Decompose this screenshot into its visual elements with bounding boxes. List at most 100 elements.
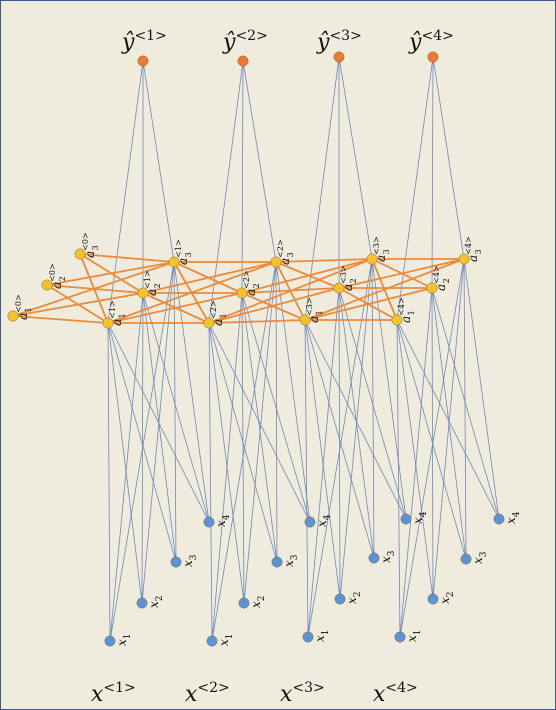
input-node xyxy=(304,516,316,528)
hidden-node-label: a<1>2 xyxy=(143,270,162,296)
input-node-label: x4 xyxy=(214,514,232,527)
input-edge xyxy=(208,322,213,642)
output-edge xyxy=(432,56,465,260)
input-edge xyxy=(141,261,175,604)
input-edge xyxy=(339,258,373,600)
output-edge xyxy=(338,56,373,260)
initial-state-label: a<0>3 xyxy=(81,232,100,258)
recurrent-edges xyxy=(12,253,465,324)
recurrent-edge xyxy=(208,287,340,324)
input-node xyxy=(302,631,314,643)
recurrent-edge xyxy=(79,253,175,263)
output-label: ŷ<1> xyxy=(121,28,167,55)
input-edge xyxy=(241,292,278,563)
recurrent-edge xyxy=(241,258,373,294)
input-edge xyxy=(141,292,144,604)
input-node xyxy=(493,513,505,525)
input-node xyxy=(203,516,215,528)
output-edge xyxy=(242,60,277,263)
time-step-label: x<4> xyxy=(373,680,418,707)
hidden-node xyxy=(299,314,311,326)
hidden-node-label: a<3>2 xyxy=(339,265,358,291)
hidden-node-label: a<1>3 xyxy=(174,239,193,265)
initial-state-label: a<0>1 xyxy=(14,294,33,320)
input-edge xyxy=(396,319,500,520)
input-edge xyxy=(107,322,143,604)
input-edge xyxy=(304,319,375,559)
input-to-hidden-edges xyxy=(107,258,500,642)
input-edge xyxy=(431,287,500,520)
hidden-node-label: a<2>3 xyxy=(276,239,295,265)
input-edge xyxy=(463,258,500,520)
hidden-node xyxy=(458,253,470,265)
time-step-label: x<3> xyxy=(280,680,325,707)
input-node xyxy=(460,553,472,565)
input-edge xyxy=(173,261,210,523)
input-edge xyxy=(396,319,467,560)
output-edge xyxy=(107,60,144,324)
input-node-label: x3 xyxy=(471,551,489,564)
input-edge xyxy=(304,319,309,638)
input-node xyxy=(104,635,116,647)
output-edge xyxy=(208,60,244,324)
recurrent-edge xyxy=(275,261,306,321)
recurrent-edge xyxy=(371,258,398,321)
input-edge xyxy=(142,292,177,563)
output-edge xyxy=(241,60,244,294)
input-edge xyxy=(307,287,340,638)
input-node-label: x2 xyxy=(147,595,165,608)
hidden-node-label: a<4>1 xyxy=(397,297,416,323)
hidden-node xyxy=(168,256,180,268)
hidden-node xyxy=(391,314,403,326)
output-label: ŷ<2> xyxy=(222,28,268,55)
output-edge xyxy=(431,56,434,289)
input-node xyxy=(206,635,218,647)
input-edge xyxy=(399,258,465,638)
initial-state-label: a<0>2 xyxy=(48,263,67,289)
nodes xyxy=(7,51,505,647)
hidden-node xyxy=(333,282,345,294)
input-edge xyxy=(241,292,311,523)
input-node xyxy=(400,513,412,525)
input-node-label: x1 xyxy=(313,629,331,642)
input-node-label: x2 xyxy=(438,591,456,604)
input-edge xyxy=(107,322,177,563)
input-node-label: x3 xyxy=(181,554,199,567)
input-edge xyxy=(109,292,144,642)
hidden-node-label: a<1>1 xyxy=(108,300,127,326)
input-node-label: x3 xyxy=(282,554,300,567)
recurrent-edge xyxy=(12,315,109,324)
hidden-node xyxy=(236,287,248,299)
input-edge xyxy=(275,261,311,523)
input-node-label: x1 xyxy=(405,629,423,642)
input-node xyxy=(238,597,250,609)
hidden-node-label: a<3>1 xyxy=(305,297,324,323)
recurrent-edge xyxy=(173,261,210,324)
initial-state-node xyxy=(74,248,86,260)
hidden-node-label: a<3>3 xyxy=(372,236,391,262)
initial-state-node xyxy=(7,310,19,322)
hidden-node xyxy=(366,253,378,265)
input-node-label: x4 xyxy=(411,511,429,524)
hidden-to-output-edges xyxy=(107,56,465,324)
input-edge xyxy=(338,287,341,600)
input-edge xyxy=(338,287,375,559)
hidden-node-label: a<2>2 xyxy=(242,270,261,296)
input-edge xyxy=(431,287,467,560)
hidden-node-label: a<4>2 xyxy=(432,265,451,291)
input-edge xyxy=(208,322,311,523)
input-edge xyxy=(211,261,277,642)
hidden-node xyxy=(426,282,438,294)
input-node-label: x2 xyxy=(345,591,363,604)
hidden-node xyxy=(102,317,114,329)
input-node-label: x4 xyxy=(504,511,522,524)
input-edge xyxy=(208,322,245,604)
output-node xyxy=(137,55,149,67)
hidden-node-label: a<4>3 xyxy=(464,236,483,262)
input-edge xyxy=(173,261,177,563)
output-edge xyxy=(142,60,175,263)
output-node xyxy=(427,51,439,63)
input-edge xyxy=(107,322,210,523)
recurrent-edge xyxy=(208,319,306,324)
input-edge xyxy=(304,319,341,600)
